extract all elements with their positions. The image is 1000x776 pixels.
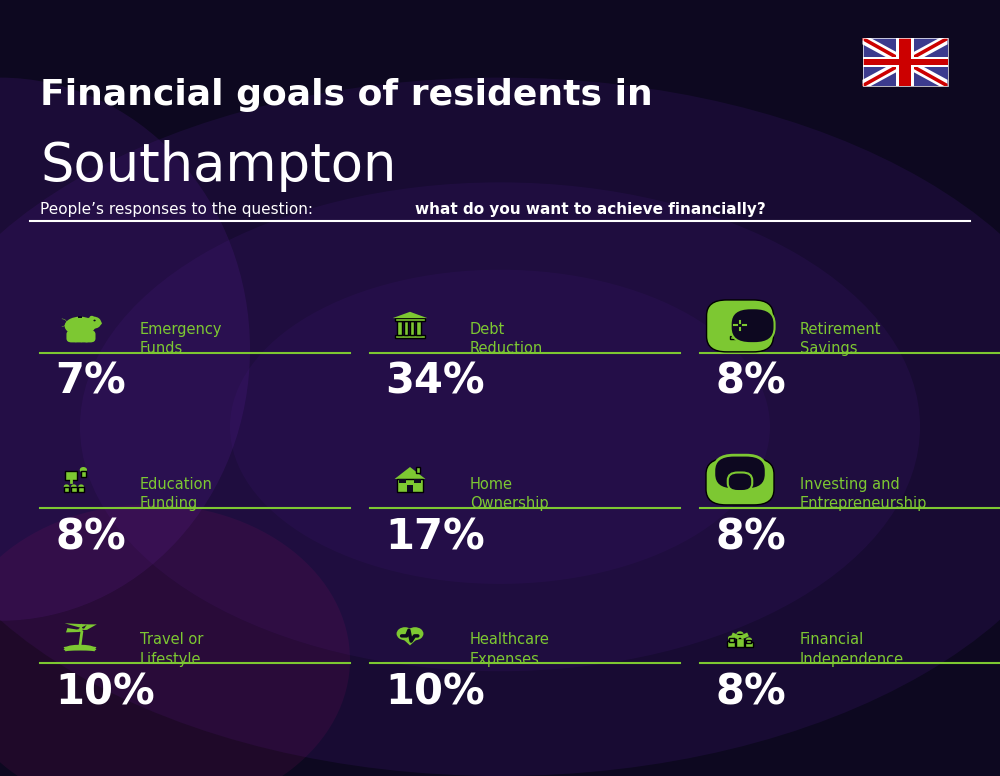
FancyBboxPatch shape — [416, 467, 420, 473]
FancyBboxPatch shape — [72, 331, 85, 342]
FancyBboxPatch shape — [414, 479, 421, 483]
Text: 17%: 17% — [385, 516, 485, 558]
FancyBboxPatch shape — [416, 321, 421, 335]
FancyBboxPatch shape — [81, 471, 86, 477]
Circle shape — [64, 484, 69, 489]
Circle shape — [93, 320, 96, 321]
Text: Southampton: Southampton — [40, 140, 396, 192]
Ellipse shape — [230, 269, 770, 584]
Polygon shape — [65, 623, 88, 630]
Text: 8%: 8% — [715, 361, 786, 403]
FancyBboxPatch shape — [65, 471, 77, 480]
Polygon shape — [66, 628, 80, 632]
FancyBboxPatch shape — [727, 641, 735, 647]
FancyBboxPatch shape — [862, 38, 948, 86]
Text: Financial goals of residents in: Financial goals of residents in — [40, 78, 653, 112]
Text: Travel or
Lifestyle: Travel or Lifestyle — [140, 632, 203, 667]
FancyBboxPatch shape — [899, 38, 911, 86]
Polygon shape — [79, 623, 83, 632]
FancyBboxPatch shape — [66, 331, 80, 342]
Ellipse shape — [80, 182, 920, 671]
Text: Education
Funding: Education Funding — [140, 477, 213, 511]
FancyBboxPatch shape — [731, 308, 775, 343]
FancyBboxPatch shape — [82, 331, 96, 342]
FancyBboxPatch shape — [399, 479, 406, 483]
FancyBboxPatch shape — [404, 321, 408, 335]
Polygon shape — [79, 631, 83, 646]
FancyBboxPatch shape — [395, 335, 425, 338]
Text: Emergency
Funds: Emergency Funds — [140, 322, 222, 356]
FancyBboxPatch shape — [746, 639, 751, 643]
FancyBboxPatch shape — [78, 331, 91, 342]
Ellipse shape — [96, 321, 102, 325]
FancyBboxPatch shape — [395, 318, 425, 321]
Polygon shape — [397, 634, 423, 646]
Polygon shape — [862, 38, 948, 86]
Text: 8%: 8% — [715, 671, 786, 713]
Circle shape — [397, 627, 413, 640]
Ellipse shape — [0, 78, 250, 621]
Text: Financial
Independence: Financial Independence — [800, 632, 904, 667]
Circle shape — [736, 632, 744, 637]
Ellipse shape — [0, 78, 1000, 776]
Text: Retirement
Savings: Retirement Savings — [800, 322, 882, 356]
FancyBboxPatch shape — [745, 643, 753, 647]
FancyBboxPatch shape — [714, 456, 766, 490]
FancyBboxPatch shape — [728, 473, 752, 491]
FancyBboxPatch shape — [736, 637, 744, 647]
Polygon shape — [393, 312, 427, 318]
Ellipse shape — [67, 645, 93, 649]
FancyBboxPatch shape — [397, 321, 402, 335]
FancyBboxPatch shape — [64, 487, 69, 491]
Polygon shape — [395, 467, 425, 479]
Ellipse shape — [0, 504, 350, 776]
FancyBboxPatch shape — [730, 336, 736, 339]
Ellipse shape — [65, 317, 95, 335]
FancyBboxPatch shape — [71, 487, 77, 491]
Polygon shape — [83, 625, 97, 630]
Circle shape — [746, 637, 752, 643]
Text: 7%: 7% — [55, 361, 126, 403]
Polygon shape — [862, 38, 948, 86]
Text: 8%: 8% — [55, 516, 126, 558]
FancyBboxPatch shape — [410, 321, 414, 335]
Text: Debt
Reduction: Debt Reduction — [470, 322, 543, 356]
Text: Investing and
Entrepreneurship: Investing and Entrepreneurship — [800, 477, 927, 511]
FancyBboxPatch shape — [744, 336, 750, 339]
Polygon shape — [862, 38, 948, 86]
FancyBboxPatch shape — [407, 484, 413, 491]
FancyBboxPatch shape — [706, 459, 774, 505]
Circle shape — [80, 467, 87, 473]
Circle shape — [732, 320, 748, 331]
Circle shape — [78, 484, 84, 489]
FancyBboxPatch shape — [862, 59, 948, 65]
FancyBboxPatch shape — [729, 638, 734, 642]
FancyBboxPatch shape — [78, 487, 84, 491]
FancyBboxPatch shape — [896, 38, 914, 86]
Text: Home
Ownership: Home Ownership — [470, 477, 549, 511]
Text: what do you want to achieve financially?: what do you want to achieve financially? — [415, 202, 766, 217]
Text: 10%: 10% — [55, 671, 155, 713]
Text: 10%: 10% — [385, 671, 485, 713]
FancyBboxPatch shape — [737, 634, 743, 639]
Circle shape — [86, 317, 101, 329]
Circle shape — [407, 627, 423, 640]
Text: People’s responses to the question:: People’s responses to the question: — [40, 202, 318, 217]
Circle shape — [71, 484, 77, 489]
Polygon shape — [862, 38, 948, 86]
FancyBboxPatch shape — [397, 479, 423, 491]
Text: 34%: 34% — [385, 361, 485, 403]
Text: Healthcare
Expenses: Healthcare Expenses — [470, 632, 550, 667]
FancyBboxPatch shape — [707, 300, 773, 352]
Text: 8%: 8% — [715, 516, 786, 558]
Circle shape — [728, 636, 734, 640]
Ellipse shape — [90, 316, 94, 319]
FancyBboxPatch shape — [862, 57, 948, 68]
